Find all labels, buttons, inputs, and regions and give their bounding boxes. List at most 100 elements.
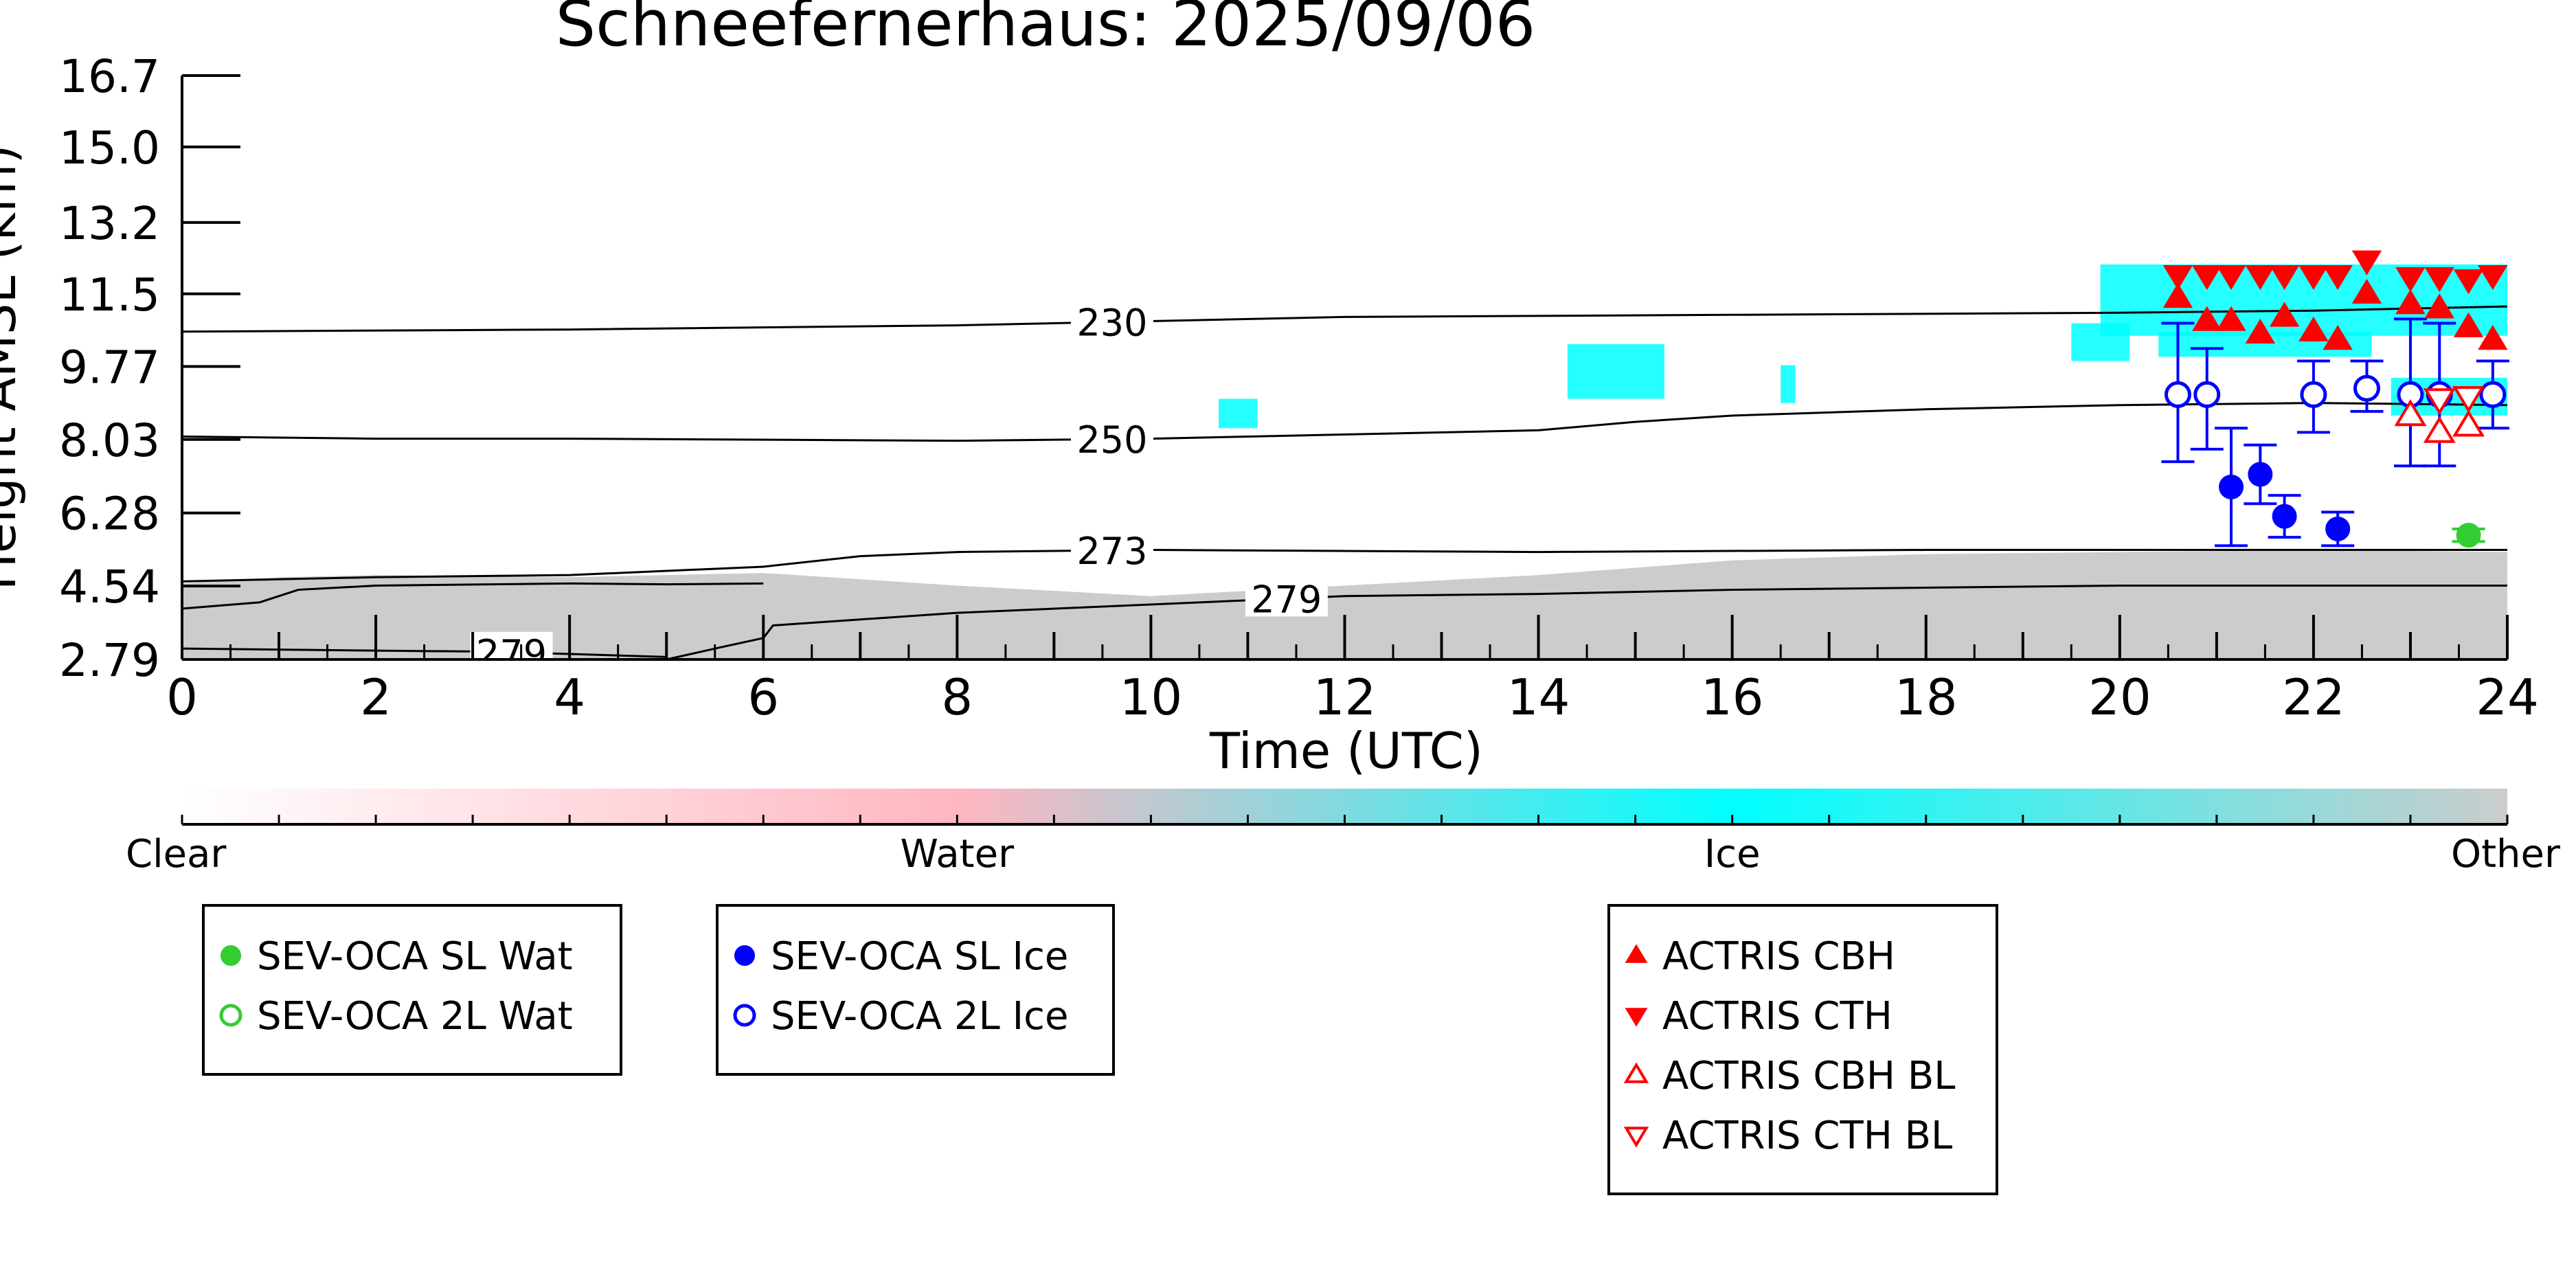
y-tick-label: 9.77 [59, 341, 160, 394]
point-sev-oca-sl-ice [2248, 462, 2273, 487]
legend-marker [1625, 1008, 1648, 1027]
point-actris-cbh [2323, 325, 2353, 350]
point-actris-cth [2216, 264, 2246, 291]
contour-line [182, 305, 2507, 333]
cloud-region-ice [2071, 323, 2129, 361]
y-tick-label: 16.7 [59, 50, 160, 103]
point-sev-oca-2l-ice [2479, 381, 2507, 408]
contour-line [182, 402, 2507, 442]
contour-label: 279 [1251, 578, 1322, 621]
point-sev-oca-2l-ice [2193, 381, 2221, 408]
y-tick-label: 13.2 [59, 197, 160, 250]
point-actris-cth-bl [2423, 388, 2456, 416]
point-actris-cth [2298, 264, 2329, 291]
x-tick-label: 14 [1507, 668, 1570, 726]
y-tick-label: 4.54 [59, 561, 160, 613]
x-tick-label: 4 [554, 668, 585, 726]
legend-marker [221, 945, 241, 966]
point-actris-cbh [2216, 306, 2246, 331]
point-actris-cth [2351, 250, 2382, 275]
y-tick-label: 8.03 [59, 414, 160, 467]
legend-label: ACTRIS CBH [1662, 934, 1895, 979]
contour-line [182, 549, 2507, 583]
contour-label-bg [1071, 418, 1153, 457]
contour-label-bg [1071, 301, 1153, 340]
legend-box [202, 904, 622, 1076]
legend-label: ACTRIS CBH BL [1662, 1054, 1955, 1098]
colorbar-label: Other [2451, 832, 2561, 877]
legend-label: SEV-OCA 2L Wat [257, 994, 573, 1039]
legend-marker [1623, 1062, 1649, 1083]
legend-label: SEV-OCA SL Wat [257, 934, 573, 979]
x-axis-label: Time (UTC) [1209, 722, 1483, 780]
point-sev-oca-sl-ice [2325, 516, 2351, 541]
legend-box [1607, 904, 1998, 1195]
y-tick-label: 2.79 [59, 634, 160, 687]
y-tick-label: 6.28 [59, 488, 160, 541]
plot-axes: 2.79 4.54 6.28 8.03 9.77 11.5 13.2 15.0 16.7 0 2 4 6… [59, 50, 2539, 726]
colorbar-label: Ice [1704, 832, 1761, 877]
point-actris-cbh [2192, 306, 2222, 331]
cloud-type-colorbar: Clear Water Ice Other [126, 789, 2561, 877]
y-tick-label: 11.5 [59, 269, 160, 321]
point-actris-cbh [2269, 302, 2300, 327]
contour-label: 273 [1076, 530, 1147, 573]
contour-label: 250 [1076, 418, 1147, 462]
x-tick-label: 18 [1895, 668, 1958, 726]
point-actris-cth [2192, 264, 2222, 291]
point-actris-cth-bl [2452, 386, 2485, 414]
y-tick-label: 15.0 [59, 122, 160, 174]
x-tick-label: 24 [2476, 668, 2539, 726]
x-tick-label: 6 [747, 668, 779, 726]
point-actris-cth [2162, 264, 2193, 291]
legend-marker [1623, 1127, 1649, 1148]
cloud-mask-layer [182, 264, 2507, 659]
point-actris-cbh [2245, 318, 2276, 344]
point-actris-cbh [2453, 312, 2484, 337]
x-tick-label: 16 [1701, 668, 1764, 726]
x-tick-label: 20 [2088, 668, 2151, 726]
colorbar-label: Clear [126, 832, 227, 877]
point-actris-cbh [2162, 282, 2193, 308]
legend-label: SEV-OCA SL Ice [771, 934, 1068, 979]
colorbar-label: Water [901, 832, 1015, 877]
point-actris-cth [2478, 264, 2508, 291]
point-sev-oca-sl-ice [2272, 504, 2297, 529]
point-actris-cth [2269, 264, 2300, 291]
legend: SEV-OCA SL Wat SEV-OCA 2L Wat SEV-OCA SL I… [202, 904, 1998, 1195]
cloud-region-ice [1781, 365, 1796, 403]
legend-marker [1625, 944, 1648, 963]
point-actris-cth [2453, 269, 2484, 295]
point-sev-oca-sl-wat [2456, 523, 2481, 548]
x-tick-label: 8 [941, 668, 973, 726]
x-tick-label: 0 [166, 668, 198, 726]
point-sev-oca-2l-ice [2300, 381, 2327, 408]
point-actris-cth [2424, 267, 2454, 293]
point-sev-oca-sl-ice [2219, 474, 2244, 499]
cloud-region-ice [1567, 344, 1664, 399]
point-actris-cbh-bl [2452, 409, 2485, 437]
contour-label: 230 [1076, 302, 1147, 345]
temperature-contours: 230 250 273 279 279 [182, 301, 2507, 675]
contour-label: 279 [476, 632, 547, 675]
point-actris-cbh [2298, 316, 2329, 342]
x-tick-label: 12 [1313, 668, 1377, 726]
point-actris-cth [2395, 267, 2426, 293]
legend-marker [733, 1004, 756, 1027]
contour-label-bg [470, 631, 553, 659]
point-actris-cbh [2395, 289, 2426, 315]
legend-label: ACTRIS CTH BL [1662, 1114, 1952, 1158]
contour-line [182, 582, 764, 610]
legend-label: SEV-OCA 2L Ice [771, 994, 1068, 1039]
legend-marker [734, 945, 755, 966]
contour-label-bg [1071, 530, 1153, 569]
legend-label: ACTRIS CTH [1662, 994, 1893, 1039]
data-points [2161, 250, 2509, 548]
chart-title: Schneefernerhaus: 2025/09/06 [556, 0, 1536, 60]
point-actris-cbh [2424, 293, 2454, 319]
x-tick-label: 10 [1120, 668, 1183, 726]
contour-label-bg [1245, 578, 1328, 617]
point-actris-cbh [2478, 325, 2508, 350]
point-actris-cth [2245, 264, 2276, 291]
